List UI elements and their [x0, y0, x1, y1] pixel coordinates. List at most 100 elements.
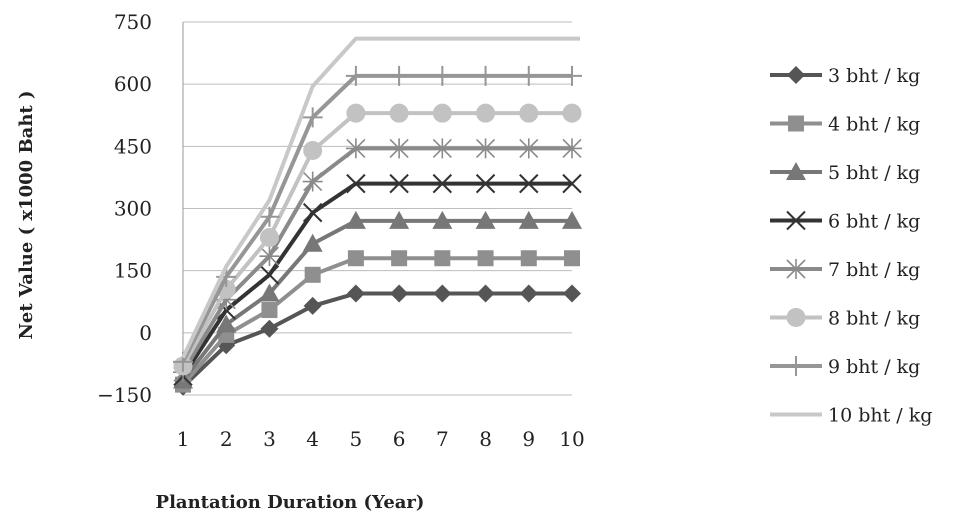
legend-label: 4 bht / kg — [828, 114, 920, 136]
legend: 3 bht / kg 4 bht / kg 5 bht / kg 6 bht / kg… — [770, 65, 932, 427]
data-point — [476, 103, 496, 123]
x-tick-label: 4 — [306, 427, 319, 451]
legend-marker — [786, 210, 806, 231]
x-tick-label: 5 — [350, 427, 363, 451]
series-line — [181, 111, 572, 367]
legend-item: 7 bht / kg — [770, 259, 920, 281]
data-point — [302, 171, 323, 192]
data-point — [562, 210, 582, 229]
x-axis-title: Plantation Duration (Year) — [156, 492, 425, 513]
data-point — [563, 284, 581, 303]
data-point — [345, 65, 366, 86]
data-point — [562, 65, 582, 86]
data-point — [518, 65, 539, 86]
data-point — [346, 103, 366, 123]
legend-marker — [786, 308, 806, 327]
data-point — [259, 265, 280, 285]
legend-marker — [786, 356, 806, 376]
data-point — [477, 250, 494, 267]
series-line — [181, 36, 580, 359]
data-point — [519, 284, 538, 303]
data-point — [303, 296, 322, 315]
x-tick-label: 7 — [436, 427, 449, 451]
y-tick-label: 600 — [114, 72, 152, 96]
data-point — [346, 284, 365, 303]
y-tick-label: 450 — [114, 134, 152, 158]
data-point — [259, 246, 280, 267]
data-point — [476, 284, 495, 303]
legend-item: 5 bht / kg — [770, 162, 920, 184]
data-point — [389, 65, 410, 86]
data-point — [389, 210, 410, 229]
data-point — [302, 107, 323, 128]
data-point — [260, 319, 279, 338]
data-point — [261, 302, 278, 319]
legend-label: 7 bht / kg — [828, 259, 920, 281]
data-point — [562, 103, 582, 123]
data-point — [518, 138, 539, 159]
legend-item: 4 bht / kg — [770, 114, 920, 136]
series-6 — [173, 103, 582, 376]
x-tick-labels: 1 2 3 4 5 6 7 8 9 10 — [177, 427, 585, 451]
legend-label: 8 bht / kg — [828, 308, 920, 330]
data-point — [345, 138, 366, 159]
legend-label: 5 bht / kg — [828, 162, 920, 184]
legend-item: 10 bht / kg — [770, 405, 932, 427]
x-tick-label: 3 — [263, 427, 276, 451]
legend-label: 10 bht / kg — [828, 405, 932, 427]
data-point — [389, 103, 409, 123]
data-point — [391, 250, 408, 267]
data-point — [519, 103, 539, 123]
y-tick-label: 0 — [139, 321, 152, 345]
legend-label: 6 bht / kg — [828, 211, 920, 233]
y-tick-label: 150 — [114, 259, 152, 283]
series-group — [173, 36, 582, 396]
data-point — [432, 65, 453, 86]
y-tick-label: 750 — [114, 10, 152, 34]
data-point — [562, 173, 582, 194]
x-tick-label: 1 — [177, 427, 190, 451]
series-line — [181, 291, 572, 389]
data-point — [562, 138, 582, 159]
data-point — [259, 283, 280, 302]
data-point — [389, 138, 410, 159]
data-point — [520, 250, 537, 267]
data-point — [390, 284, 409, 303]
x-tick-label: 8 — [479, 427, 492, 451]
y-axis-title: Net Value ( x1000 Baht ) — [16, 90, 37, 339]
legend-item: 8 bht / kg — [770, 308, 920, 330]
data-point — [304, 266, 321, 283]
data-point — [216, 314, 237, 333]
series-line — [181, 256, 572, 386]
data-point — [475, 138, 496, 159]
data-point — [519, 173, 539, 194]
legend-marker — [788, 115, 804, 132]
data-point — [432, 138, 453, 159]
legend-item: 6 bht / kg — [770, 211, 920, 233]
x-tick-label: 9 — [522, 427, 535, 451]
data-point — [432, 103, 452, 123]
legend-label: 3 bht / kg — [828, 65, 920, 87]
data-point — [475, 210, 496, 229]
x-tick-label: 2 — [220, 427, 233, 451]
series-line — [181, 146, 572, 374]
y-tick-label: 300 — [114, 197, 152, 221]
y-tick-labels: −150 0 150 300 450 600 750 — [97, 10, 152, 407]
legend-marker — [786, 162, 806, 180]
data-point — [346, 173, 366, 194]
data-point — [564, 250, 580, 267]
series-7 — [173, 65, 582, 372]
legend-marker — [787, 66, 805, 84]
series-8 — [181, 36, 580, 359]
data-point — [389, 173, 409, 194]
series-5 — [173, 138, 582, 383]
series-2 — [175, 250, 580, 393]
x-tick-label: 6 — [393, 427, 406, 451]
data-point — [432, 173, 453, 194]
series-line — [181, 218, 572, 382]
legend-marker — [786, 259, 806, 279]
data-point — [347, 250, 364, 267]
data-point — [434, 250, 451, 267]
data-point — [433, 284, 452, 303]
